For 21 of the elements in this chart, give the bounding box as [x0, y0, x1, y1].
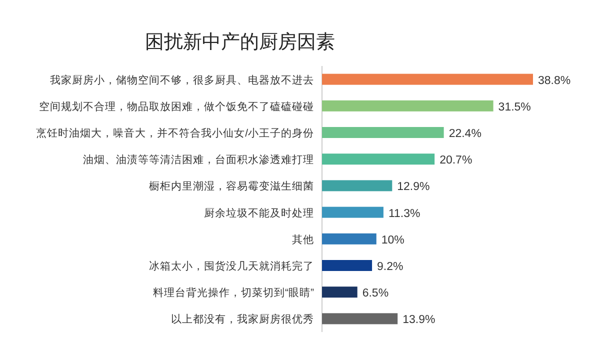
value-label: 10% [381, 234, 404, 246]
category-label: 其他 [292, 234, 314, 246]
value-label: 20.7% [440, 154, 472, 167]
value-label: 13.9% [402, 314, 436, 326]
title: 困扰新中产的厨房因素 [145, 32, 335, 53]
category-label: 烹饪时油烟大，噪音大，并不符合我小仙女/小王子的身份 [36, 128, 314, 140]
category-label: 料理台背光操作，切菜切到“眼睛” [153, 287, 314, 300]
value-label: 38.8% [538, 74, 571, 87]
category-label: 冰箱太小，囤货没几天就消耗完了 [149, 260, 314, 272]
category-label: 油烟、油渍等等清洁困难，台面积水渗透难打理 [83, 154, 314, 166]
value-label: 11.3% [388, 208, 420, 220]
category-label: 以上都没有，我家厨房很优秀 [171, 314, 314, 326]
value-label: 12.9% [397, 181, 430, 194]
value-label: 9.2% [377, 261, 404, 273]
category-label: 橱柜内里潮湿，容易霉变滋生细菌 [149, 180, 314, 193]
value-label: 6.5% [362, 288, 389, 300]
value-label: 22.4% [448, 128, 482, 140]
value-label: 31.5% [498, 101, 531, 114]
category-label: 我家厨房小，储物空间不够，很多厨具、电器放不进去 [50, 74, 314, 86]
category-label: 空间规划不合理，物品取放困难，做个饭免不了磕磕碰碰 [39, 100, 314, 113]
category-label: 厨余垃圾不能及时处理 [204, 207, 314, 220]
